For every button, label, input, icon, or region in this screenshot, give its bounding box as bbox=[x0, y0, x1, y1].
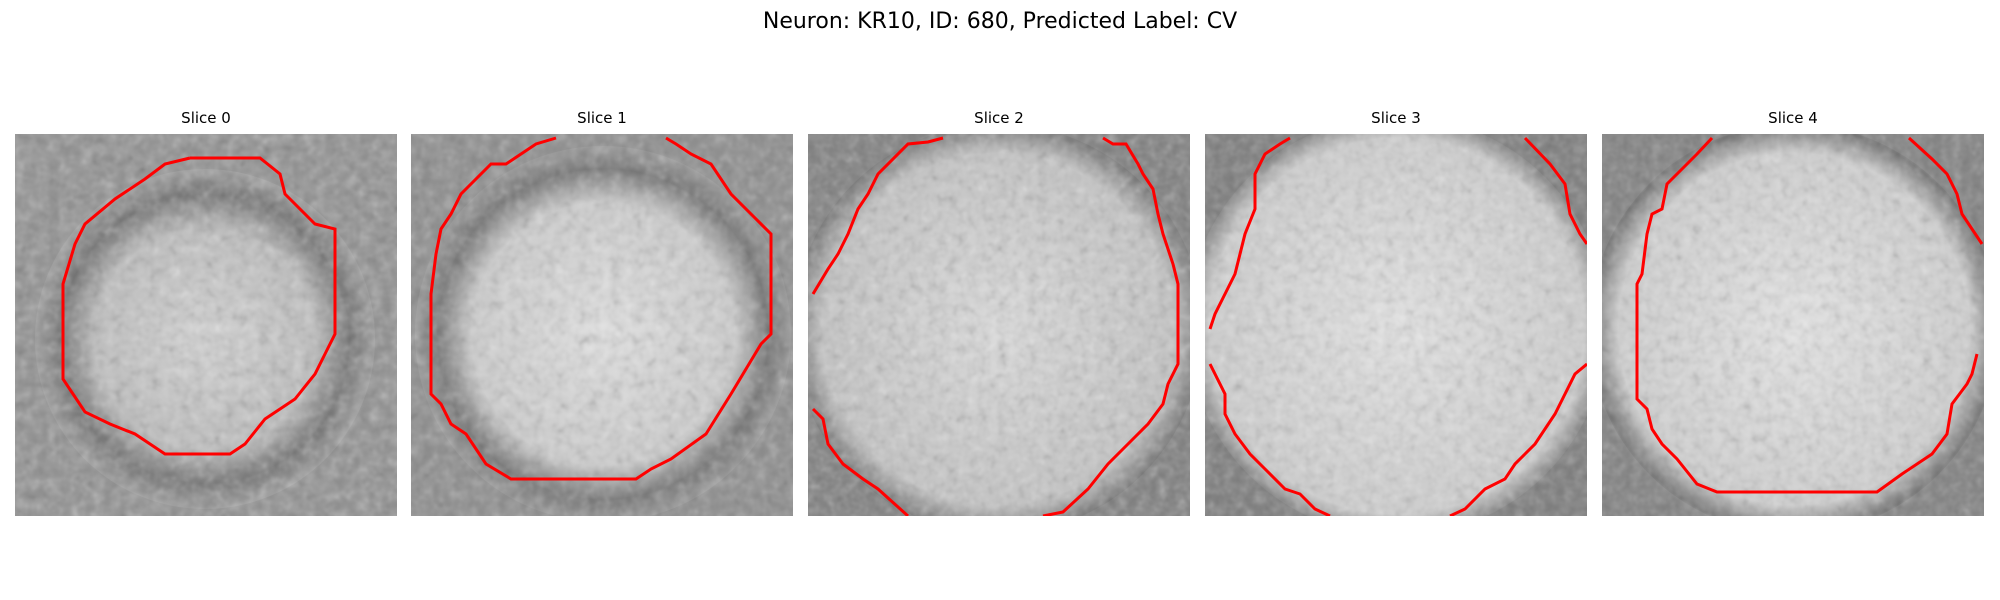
pixel-noise bbox=[1205, 134, 1587, 516]
contour-line-4a bbox=[1635, 136, 1979, 494]
slice-image-4 bbox=[1602, 134, 1984, 516]
slice-title-2: Slice 2 bbox=[974, 109, 1024, 127]
slice-image-2 bbox=[808, 134, 1190, 516]
pixel-noise bbox=[15, 134, 397, 516]
contour-line-2b bbox=[1042, 136, 1180, 516]
contour-line-1 bbox=[429, 136, 773, 481]
contour-line-4b bbox=[1907, 136, 1984, 245]
slice-panel-4: Slice 4 bbox=[1602, 108, 1984, 518]
slice-image-3 bbox=[1205, 134, 1587, 516]
slice-image-0 bbox=[15, 134, 397, 516]
contour-line-3d bbox=[1449, 362, 1587, 516]
pixel-noise bbox=[411, 134, 793, 516]
contour-line-2a bbox=[811, 136, 944, 295]
pixel-noise bbox=[808, 134, 1190, 516]
slice-panel-0: Slice 0 bbox=[15, 108, 397, 518]
slice-panel-2: Slice 2 bbox=[808, 108, 1190, 518]
contour-line-3c bbox=[1208, 363, 1331, 516]
slice-title-4: Slice 4 bbox=[1768, 109, 1818, 127]
contour-line-3a bbox=[1208, 136, 1291, 330]
contour-line-2c bbox=[811, 407, 910, 516]
slice-title-1: Slice 1 bbox=[577, 109, 627, 127]
slice-title-3: Slice 3 bbox=[1371, 109, 1421, 127]
slice-panel-3: Slice 3 bbox=[1205, 108, 1587, 518]
contour-line-3b bbox=[1523, 136, 1587, 245]
slice-panel-1: Slice 1 bbox=[411, 108, 793, 518]
figure-title: Neuron: KR10, ID: 680, Predicted Label: … bbox=[762, 9, 1238, 34]
contour-line-0 bbox=[61, 156, 337, 456]
slice-image-1 bbox=[411, 134, 793, 516]
slice-title-0: Slice 0 bbox=[181, 109, 231, 127]
